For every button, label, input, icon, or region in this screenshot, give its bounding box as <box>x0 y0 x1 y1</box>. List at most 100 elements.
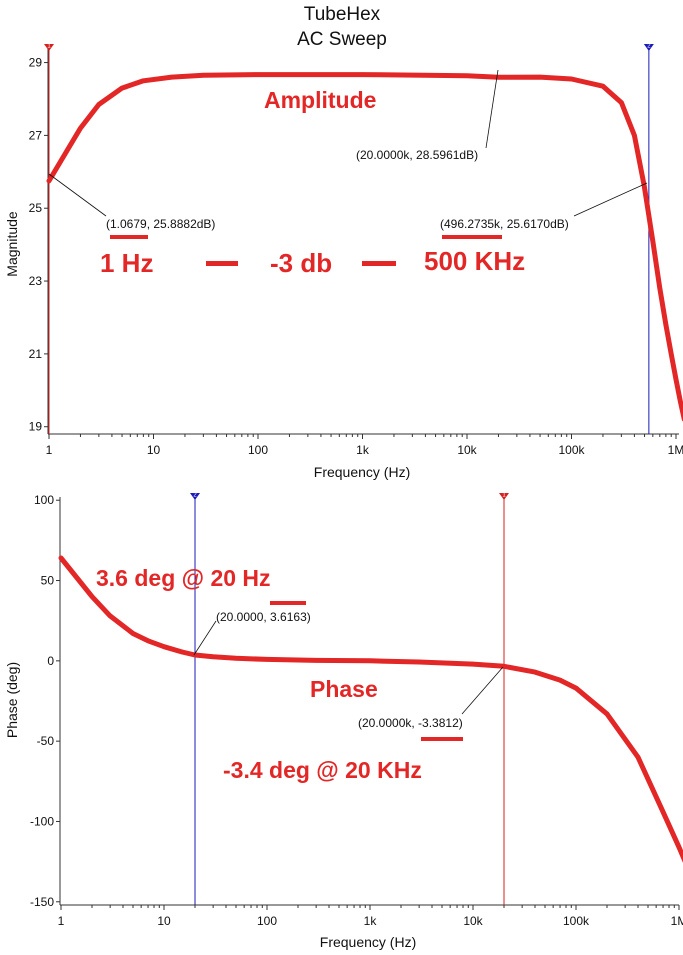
x-tick-label: 100k <box>558 443 585 457</box>
cursor-number: 2 <box>193 493 197 499</box>
data-point <box>619 100 624 105</box>
cursor-number: 1 <box>502 493 506 499</box>
data-point <box>141 78 146 83</box>
data-point <box>657 286 663 291</box>
cursor-readout-right: (496.2735k, 25.6170dB) <box>440 217 569 231</box>
data-point <box>65 147 70 153</box>
data-point <box>604 711 610 717</box>
data-point <box>673 377 679 382</box>
x-tick-label: 1 <box>46 443 53 457</box>
x-tick-label: 1k <box>364 914 378 928</box>
x-tick-label: 10k <box>457 443 477 457</box>
data-point <box>660 809 666 815</box>
data-point <box>210 654 216 660</box>
magnitude-x-ticks: 1 10 100 1k 10k 100k 1M <box>46 434 683 457</box>
y-tick-label: 23 <box>29 274 43 288</box>
underline-mark <box>110 235 148 239</box>
annotation-1hz: 1 Hz <box>100 248 153 278</box>
y-tick-label: 25 <box>29 201 43 215</box>
magnitude-readouts: (1.0679, 25.8882dB) (20.0000k, 28.5961dB… <box>48 69 648 231</box>
data-point <box>313 658 319 663</box>
data-point <box>676 844 682 850</box>
magnitude-annotations: Amplitude 1 Hz -3 db 500 KHz <box>100 87 525 278</box>
chart-title: TubeHex <box>304 4 381 25</box>
phase-x-ticks: 1 10 100 1k 10k 100k 1M <box>58 905 683 928</box>
data-point <box>532 669 538 675</box>
y-tick-label: 29 <box>29 56 43 70</box>
data-point <box>650 238 656 244</box>
data-point <box>360 72 365 77</box>
phase-panel: 100 50 0 -50 -100 -150 1 10 100 1k 10k 100k 1M Freq… <box>4 493 683 950</box>
chart-subtitle: AC Sweep <box>297 29 387 50</box>
x-tick-label: 10 <box>147 443 161 457</box>
cursor-handle[interactable] <box>190 493 201 500</box>
dash-mark <box>362 261 396 266</box>
cursor-readout-left: (20.0000, 3.6163) <box>216 610 311 624</box>
annotation-minus3db: -3 db <box>270 248 332 278</box>
data-point <box>557 677 563 683</box>
data-point <box>669 351 674 357</box>
data-point <box>201 73 206 78</box>
data-point <box>107 613 113 619</box>
annotation-3-6-deg: 3.6 deg @ 20 Hz <box>96 565 271 591</box>
underline-mark <box>270 601 306 605</box>
x-tick-label: 10k <box>463 914 483 928</box>
series-line <box>58 555 683 863</box>
data-point <box>58 555 64 561</box>
annotation-500khz: 500 KHz <box>424 246 525 276</box>
y-tick-label: 50 <box>41 574 55 588</box>
annotation-phase: Phase <box>310 676 378 702</box>
phase-annotations: 3.6 deg @ 20 Hz Phase -3.4 deg @ 20 KHz <box>96 565 463 783</box>
data-point <box>600 84 606 89</box>
y-tick-label: 0 <box>47 654 54 668</box>
dash-mark <box>206 261 238 266</box>
cursor-number: 2 <box>647 44 651 50</box>
data-point <box>464 73 470 78</box>
x-tick-label: 1k <box>356 443 370 457</box>
series-line <box>46 72 683 422</box>
x-tick-label: 10 <box>157 914 171 928</box>
data-point <box>78 125 83 131</box>
data-point <box>145 638 151 643</box>
y-tick-label: 19 <box>29 420 43 434</box>
data-point <box>255 72 261 77</box>
cursor-handle[interactable] <box>44 44 54 51</box>
y-tick-label: -50 <box>37 734 55 748</box>
x-tick-label: 1M <box>668 443 683 457</box>
underline-mark <box>442 235 502 239</box>
cursor-handle[interactable] <box>643 44 654 51</box>
y-tick-label: -150 <box>30 895 54 909</box>
data-point <box>367 658 373 664</box>
data-point <box>119 85 125 91</box>
magnitude-x-axis-label: Frequency (Hz) <box>314 464 410 480</box>
data-point <box>632 133 637 138</box>
y-tick-label: 21 <box>29 347 43 361</box>
phase-y-ticks: 100 50 0 -50 -100 -150 <box>30 493 60 909</box>
x-tick-label: 100k <box>563 914 590 928</box>
phase-x-axis-label: Frequency (Hz) <box>320 934 416 950</box>
y-tick-label: 27 <box>29 128 43 142</box>
data-point <box>663 322 669 327</box>
data-point <box>161 644 167 649</box>
marker-readout-mid: (20.0000k, 28.5961dB) <box>356 148 478 162</box>
data-point <box>46 178 52 184</box>
cursor-readout-right: (20.0000k, -3.3812) <box>358 716 463 730</box>
x-tick-label: 100 <box>257 914 277 928</box>
data-point <box>192 652 198 658</box>
data-point <box>264 657 270 662</box>
data-point <box>569 76 574 82</box>
x-tick-label: 1M <box>671 914 683 928</box>
cursor-readout-left: (1.0679, 25.8882dB) <box>106 217 215 231</box>
underline-mark <box>421 737 463 741</box>
cursor-handle[interactable] <box>499 493 510 500</box>
data-point <box>130 631 136 636</box>
cursor-number: 1 <box>47 44 51 50</box>
data-point <box>678 399 683 404</box>
data-point <box>89 594 95 599</box>
y-tick-label: -100 <box>30 814 54 828</box>
data-point <box>470 661 476 667</box>
